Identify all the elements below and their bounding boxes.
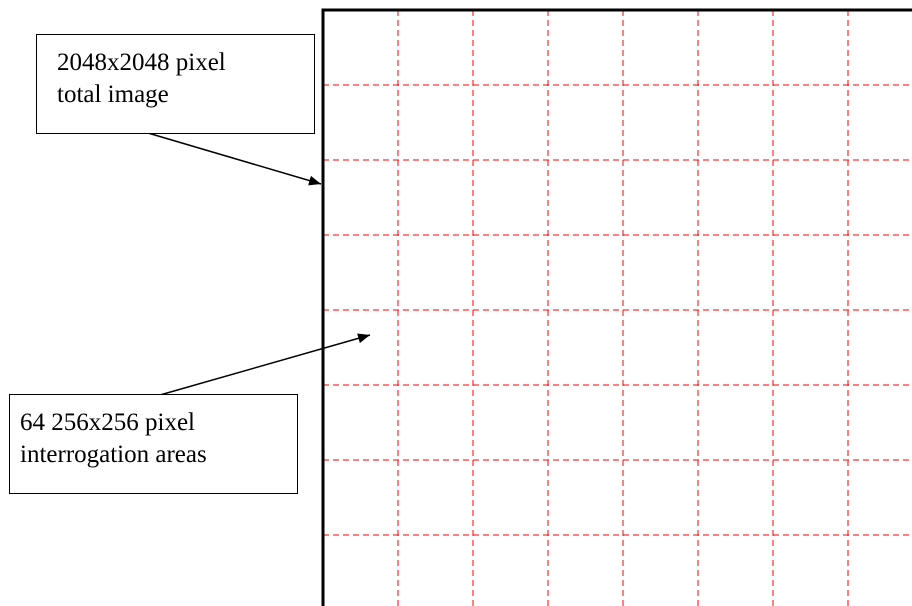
- interrogation-areas-callout-line-1: 64 256x256 pixel: [20, 409, 195, 436]
- total-image-callout-line-1: 2048x2048 pixel: [57, 49, 226, 76]
- interrogation-areas-callout: 64 256x256 pixel interrogation areas: [9, 394, 298, 494]
- total-image-callout: 2048x2048 pixel total image: [36, 34, 315, 134]
- interrogation-grid: [323, 10, 912, 606]
- total-image-arrow: [147, 132, 322, 186]
- total-image-callout-line-2: total image: [57, 81, 169, 108]
- interrogation-areas-arrow: [159, 333, 371, 396]
- interrogation-areas-callout-line-2: interrogation areas: [20, 441, 207, 468]
